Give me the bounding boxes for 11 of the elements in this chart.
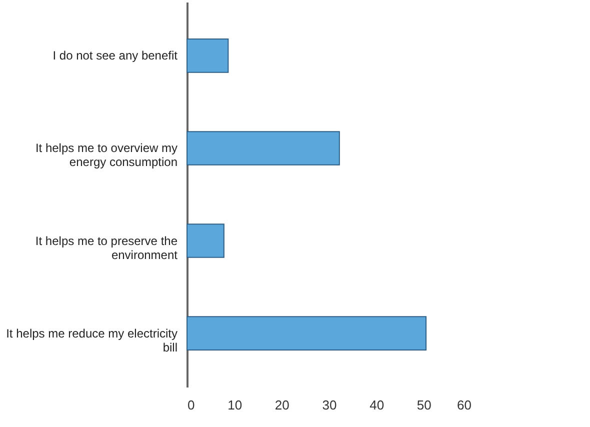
x-tick-label: 50 xyxy=(416,398,432,412)
x-tick-label: 40 xyxy=(370,398,384,412)
y-tick-label: It helps me reduce my electricity bill xyxy=(6,326,178,354)
x-tick-label: 10 xyxy=(228,398,242,412)
y-tick-label: It helps me to preserve the environment xyxy=(35,234,178,262)
y-tick-label: I do not see any benefit xyxy=(52,48,178,63)
x-tick-label: 30 xyxy=(322,398,337,412)
x-tick-label: 20 xyxy=(274,398,290,412)
x-tick-label: 0 xyxy=(188,398,195,412)
y-tick-label: It helps me to overview my energy consumption xyxy=(35,141,178,170)
x-tick-label: 60 xyxy=(457,398,472,412)
